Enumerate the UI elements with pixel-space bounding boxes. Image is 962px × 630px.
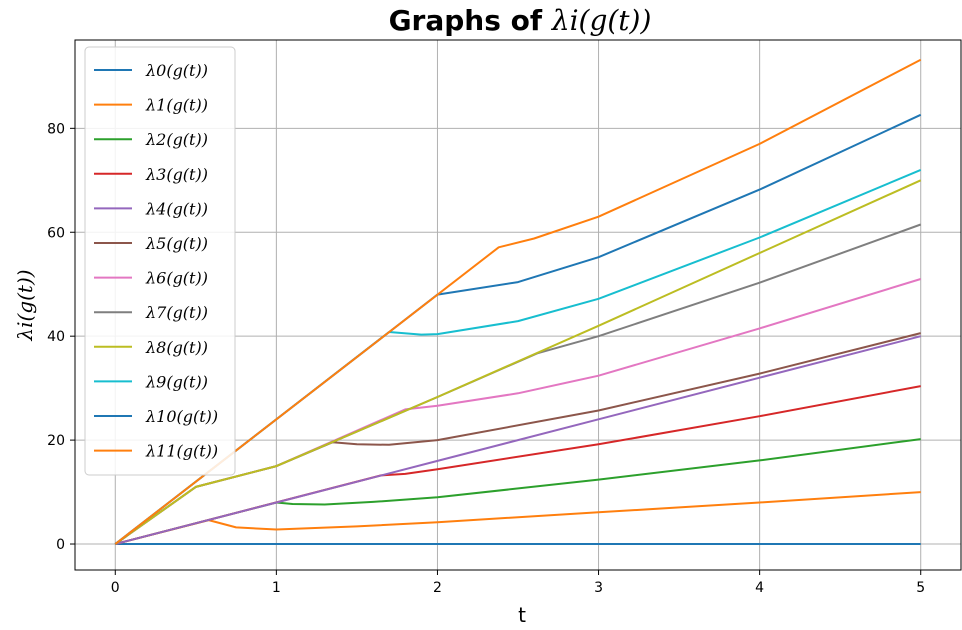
series-line-3 [115, 385, 921, 545]
series-line-10 [114, 113, 922, 545]
ticks: 0 1 2 3 4 5 0 20 40 60 80 [47, 121, 925, 596]
legend-entry-2: λ2(g(t)) [145, 130, 208, 149]
series-line-1 [115, 491, 921, 545]
legend-box [84, 46, 236, 476]
series-line-2 [115, 438, 921, 545]
y-tick-label: 0 [56, 537, 65, 553]
series-line-4 [115, 335, 921, 545]
legend: λ0(g(t)) λ1(g(t)) λ2(g(t)) λ3(g(t)) λ4(g(t))… [84, 46, 236, 476]
x-tick-label: 5 [916, 580, 925, 596]
x-tick-label: 1 [272, 580, 281, 596]
legend-entry-6: λ6(g(t)) [145, 269, 208, 288]
series-lines [114, 58, 922, 545]
series-line-7 [114, 223, 922, 545]
x-axis-label: t [518, 603, 526, 627]
legend-entry-7: λ7(g(t)) [145, 303, 208, 322]
y-tick-label: 60 [47, 225, 65, 241]
legend-entry-1: λ1(g(t)) [145, 96, 208, 115]
chart-title: Graphs of λi(g(t)) [389, 4, 652, 37]
x-tick-label: 2 [433, 580, 442, 596]
series-line-9 [114, 168, 922, 545]
y-tick-label: 20 [47, 433, 65, 449]
y-tick-label: 80 [47, 121, 65, 137]
legend-entry-8: λ8(g(t)) [145, 338, 208, 357]
chart-title-prefix: Graphs of [389, 4, 552, 37]
y-tick-label: 40 [47, 329, 65, 345]
plot-frame [74, 39, 962, 571]
series-line-6 [114, 278, 921, 545]
x-tick-label: 4 [755, 580, 764, 596]
x-tick-label: 0 [111, 580, 120, 596]
legend-entry-11: λ11(g(t)) [145, 442, 218, 461]
legend-entry-10: λ10(g(t)) [145, 407, 218, 426]
legend-entry-0: λ0(g(t)) [145, 61, 208, 80]
x-tick-label: 3 [594, 580, 603, 596]
legend-entry-5: λ5(g(t)) [145, 234, 208, 253]
legend-entry-3: λ3(g(t)) [145, 165, 208, 184]
legend-entry-9: λ9(g(t)) [145, 372, 208, 391]
series-line-8 [114, 179, 922, 545]
y-axis-label: λi(g(t)) [13, 269, 37, 341]
chart-title-math: λi(g(t)) [551, 4, 652, 37]
legend-entry-4: λ4(g(t)) [145, 199, 208, 218]
series-line-11 [114, 58, 922, 545]
